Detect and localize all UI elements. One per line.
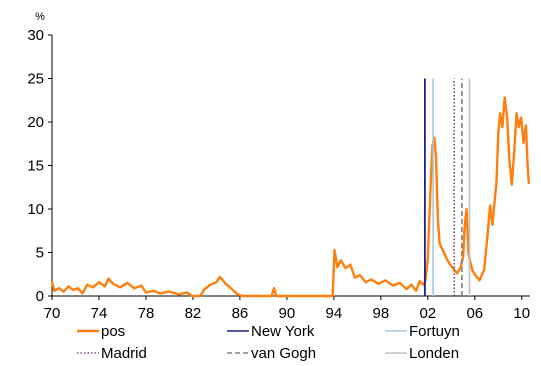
y-axis-tick-marks <box>48 34 52 297</box>
x-axis-tick-labels: 70 74 78 82 86 90 94 98 02 06 10 <box>44 305 530 322</box>
series-layer <box>50 78 530 298</box>
y-tick-label: 10 <box>27 201 44 218</box>
x-tick-label: 94 <box>326 305 343 322</box>
legend-label-madrid: Madrid <box>101 345 147 362</box>
legend-label-pos: pos <box>101 323 125 340</box>
y-axis-unit-label: % <box>35 11 45 23</box>
x-tick-label: 74 <box>91 305 108 322</box>
series-line-pos <box>50 96 530 298</box>
legend-item-van-gogh: van Gogh <box>227 345 316 362</box>
y-tick-label: 25 <box>27 71 44 88</box>
legend-label-londen: Londen <box>409 345 459 362</box>
legend-item-fortuyn: Fortuyn <box>385 323 460 340</box>
legend-item-pos: pos <box>77 323 125 340</box>
x-tick-label: 70 <box>44 305 61 322</box>
plot-area: 0 5 10 15 20 25 30 70 74 78 82 86 90 94 98 02 06 10 % <box>27 11 530 322</box>
legend-item-madrid: Madrid <box>77 345 147 362</box>
x-tick-label: 78 <box>138 305 155 322</box>
y-tick-label: 15 <box>27 158 44 175</box>
y-tick-label: 0 <box>36 288 44 305</box>
y-tick-label: 30 <box>27 27 44 44</box>
y-tick-label: 20 <box>27 114 44 131</box>
y-tick-label: 5 <box>36 245 44 262</box>
x-tick-label: 86 <box>232 305 249 322</box>
x-tick-label: 06 <box>466 305 483 322</box>
x-tick-label: 90 <box>279 305 296 322</box>
legend: pos New York Fortuyn Madrid van Gogh Londen <box>77 323 460 362</box>
legend-label-fortuyn: Fortuyn <box>409 323 460 340</box>
x-tick-label: 82 <box>185 305 202 322</box>
x-tick-label: 10 <box>513 305 530 322</box>
legend-label-van-gogh: van Gogh <box>251 345 316 362</box>
x-tick-label: 98 <box>373 305 390 322</box>
x-axis-tick-marks <box>51 296 523 300</box>
legend-label-new-york: New York <box>251 323 315 340</box>
y-axis-tick-labels: 0 5 10 15 20 25 30 <box>27 27 44 305</box>
x-tick-label: 02 <box>419 305 436 322</box>
legend-item-londen: Londen <box>385 345 459 362</box>
legend-item-new-york: New York <box>227 323 315 340</box>
